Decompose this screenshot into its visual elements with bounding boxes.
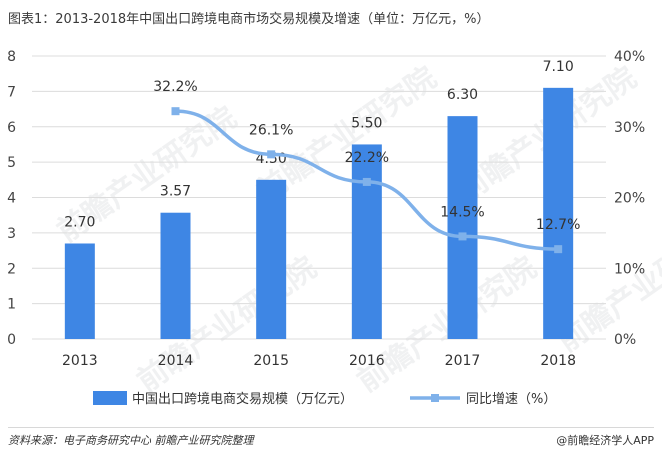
footer-divider	[8, 427, 654, 428]
y-left-tick-label: 4	[7, 191, 16, 207]
y-left-tick-label: 3	[7, 226, 16, 242]
bar	[447, 116, 478, 339]
y-left-tick-label: 1	[7, 297, 16, 313]
x-tick-label: 2017	[445, 353, 481, 369]
legend-line-label: 同比增速（%）	[466, 392, 556, 407]
bar-value-label: 3.57	[160, 184, 191, 200]
growth-point	[554, 245, 563, 254]
chart-title: 图表1：2013-2018年中国出口跨境电商市场交易规模及增速（单位：万亿元，%…	[8, 12, 490, 27]
y-right-tick-label: 10%	[614, 261, 645, 277]
growth-value-label: 32.2%	[153, 79, 197, 95]
legend-line-marker	[431, 394, 439, 402]
y-right-tick-label: 0%	[614, 332, 636, 348]
y-left-tick-label: 8	[7, 49, 16, 65]
chart: 0123456780%10%20%30%40%2.7020133.5720144…	[7, 49, 645, 407]
growth-point	[267, 150, 276, 159]
legend-bar-label: 中国出口跨境电商交易规模（万亿元）	[132, 391, 353, 407]
x-tick-label: 2016	[349, 353, 385, 369]
x-tick-label: 2018	[540, 353, 576, 369]
y-left-tick-label: 7	[7, 84, 16, 100]
source-note: 资料来源：电子商务研究中心 前瞻产业研究院整理	[8, 434, 254, 447]
bar-value-label: 5.50	[351, 115, 382, 131]
growth-point	[362, 177, 371, 186]
y-right-tick-label: 20%	[614, 191, 645, 207]
bar-value-label: 2.70	[64, 214, 95, 230]
y-right-tick-label: 40%	[614, 49, 645, 65]
x-tick-label: 2015	[253, 353, 289, 369]
legend-bar-swatch	[93, 391, 127, 405]
bar	[256, 179, 287, 339]
growth-value-label: 22.2%	[345, 150, 389, 166]
bar	[543, 87, 574, 340]
growth-point	[171, 107, 180, 116]
growth-value-label: 12.7%	[536, 217, 580, 233]
growth-value-label: 26.1%	[249, 122, 293, 138]
growth-point	[458, 232, 467, 241]
x-tick-label: 2014	[158, 353, 194, 369]
brand-credit: @前瞻经济学人APP	[556, 434, 654, 447]
x-tick-label: 2013	[62, 353, 98, 369]
bar	[160, 212, 191, 339]
bar-value-label: 7.10	[543, 59, 574, 75]
y-right-tick-label: 30%	[614, 120, 645, 136]
y-left-tick-label: 5	[7, 155, 16, 171]
growth-value-label: 14.5%	[440, 204, 484, 220]
y-left-tick-label: 0	[7, 332, 16, 348]
bar	[351, 144, 382, 339]
bar	[64, 243, 95, 339]
y-left-tick-label: 6	[7, 120, 16, 136]
y-left-tick-label: 2	[7, 261, 16, 277]
bar-value-label: 6.30	[447, 87, 478, 103]
